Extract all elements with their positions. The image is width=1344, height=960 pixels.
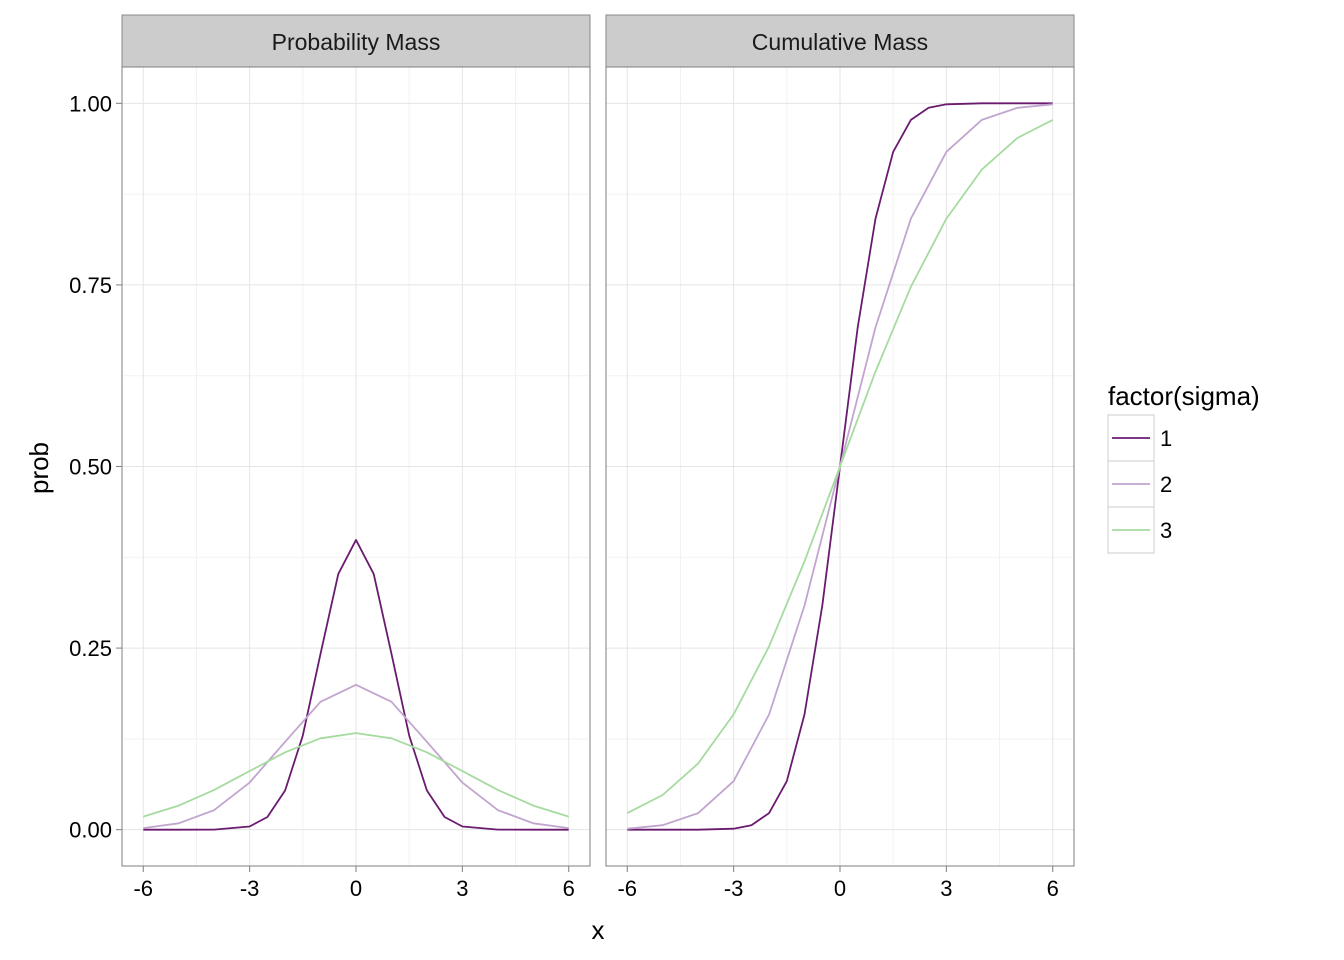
facet-strip — [605, 14, 1075, 68]
legend-item-sigma-2: 2 — [1107, 460, 1172, 508]
y-axis: 0.00 0.25 0.50 0.75 1.00 — [69, 91, 122, 843]
legend-label: 1 — [1160, 426, 1172, 451]
x-tick-label: -3 — [724, 876, 744, 901]
y-tick-label: 1.00 — [69, 91, 112, 116]
x-axes: -6 -3 0 3 6 -6 -3 0 3 6 — [133, 866, 1059, 901]
x-tick-label: 6 — [1047, 876, 1059, 901]
y-tick-label: 0.00 — [69, 818, 112, 843]
facet-strip-title: Probability Mass — [272, 29, 441, 55]
series-line-sigma-1 — [143, 539, 569, 831]
x-tick-label: 3 — [940, 876, 952, 901]
series-line-sigma-3 — [143, 732, 569, 818]
legend-label: 3 — [1160, 518, 1172, 543]
facet-panels: Probability Mass Cumulative Mass — [121, 14, 1075, 867]
facet-strip — [121, 14, 591, 68]
facet-panel-cdf: Cumulative Mass — [605, 14, 1075, 867]
x-tick-label: -6 — [133, 876, 153, 901]
x-axis-title: x — [592, 915, 605, 945]
x-tick-label: -3 — [240, 876, 260, 901]
series-line-sigma-3 — [626, 119, 1054, 814]
facet-strip-title: Cumulative Mass — [752, 29, 928, 55]
x-tick-label: 6 — [563, 876, 575, 901]
legend-item-sigma-3: 3 — [1107, 506, 1172, 554]
legend-label: 2 — [1160, 472, 1172, 497]
y-tick-label: 0.25 — [69, 636, 112, 661]
series-line-sigma-2 — [143, 683, 569, 829]
x-tick-label: 0 — [834, 876, 846, 901]
x-tick-label: -6 — [617, 876, 637, 901]
y-tick-label: 0.50 — [69, 455, 112, 480]
x-tick-label: 0 — [350, 876, 362, 901]
x-tick-label: 3 — [456, 876, 468, 901]
facet-panel-pdf: Probability Mass — [121, 14, 591, 867]
legend: factor(sigma) 1 2 3 — [1107, 381, 1260, 554]
y-axis-title: prob — [24, 442, 54, 494]
y-tick-label: 0.75 — [69, 273, 112, 298]
legend-item-sigma-1: 1 — [1107, 414, 1172, 462]
legend-title: factor(sigma) — [1108, 381, 1260, 411]
